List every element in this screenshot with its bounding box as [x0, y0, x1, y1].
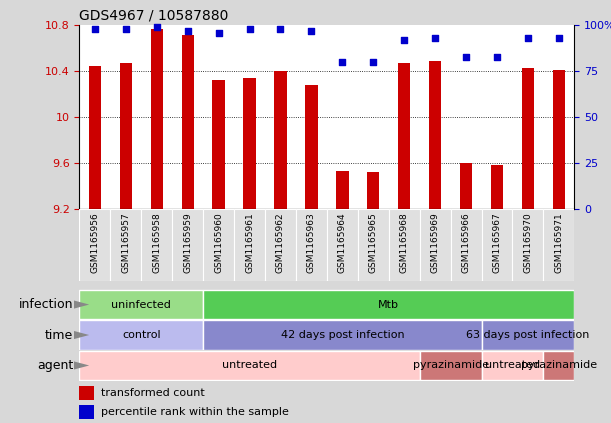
Bar	[150, 29, 163, 209]
Text: GSM1165971: GSM1165971	[554, 212, 563, 273]
Bar	[358, 209, 389, 281]
Bar	[481, 351, 543, 380]
Bar	[429, 61, 441, 209]
Bar	[296, 209, 327, 281]
Text: percentile rank within the sample: percentile rank within the sample	[101, 407, 289, 417]
Text: time: time	[45, 329, 73, 341]
Bar	[543, 351, 574, 380]
Bar	[274, 71, 287, 209]
Text: GSM1165969: GSM1165969	[431, 212, 440, 273]
Bar	[203, 290, 574, 319]
Text: GSM1165960: GSM1165960	[214, 212, 223, 273]
Text: untreated: untreated	[222, 360, 277, 371]
Text: GSM1165959: GSM1165959	[183, 212, 192, 273]
Bar	[79, 405, 94, 419]
Bar	[336, 171, 348, 209]
Bar	[111, 209, 141, 281]
Bar	[203, 209, 234, 281]
Text: GSM1165962: GSM1165962	[276, 212, 285, 273]
Bar	[367, 172, 379, 209]
Text: GSM1165968: GSM1165968	[400, 212, 409, 273]
Point	[554, 35, 564, 41]
Text: Mtb: Mtb	[378, 299, 399, 310]
Bar	[460, 163, 472, 209]
Text: GSM1165957: GSM1165957	[122, 212, 130, 273]
Text: GSM1165970: GSM1165970	[524, 212, 532, 273]
Bar	[522, 68, 534, 209]
Bar	[553, 70, 565, 209]
Bar	[79, 351, 420, 380]
Text: GDS4967 / 10587880: GDS4967 / 10587880	[79, 9, 229, 23]
Bar	[327, 209, 358, 281]
Bar	[79, 387, 94, 400]
Point	[214, 29, 224, 36]
Bar	[79, 290, 203, 319]
Text: GSM1165963: GSM1165963	[307, 212, 316, 273]
Point	[244, 26, 254, 33]
Bar	[265, 209, 296, 281]
Point	[368, 59, 378, 66]
Point	[430, 35, 440, 41]
Text: transformed count: transformed count	[101, 388, 205, 398]
Bar	[79, 320, 203, 350]
Point	[523, 35, 533, 41]
Bar	[491, 165, 503, 209]
Bar	[243, 78, 256, 209]
Bar	[543, 209, 574, 281]
Bar	[79, 209, 111, 281]
Bar	[481, 209, 513, 281]
Bar	[89, 66, 101, 209]
Text: agent: agent	[37, 359, 73, 372]
Text: pyrazinamide: pyrazinamide	[412, 360, 489, 371]
Text: pyrazinamide: pyrazinamide	[521, 360, 597, 371]
Point	[90, 26, 100, 33]
Text: 42 days post infection: 42 days post infection	[280, 330, 404, 340]
Bar	[420, 351, 481, 380]
Text: 63 days post infection: 63 days post infection	[466, 330, 590, 340]
Text: untreated: untreated	[485, 360, 540, 371]
Bar	[141, 209, 172, 281]
Bar	[306, 85, 318, 209]
Polygon shape	[74, 300, 89, 309]
Point	[276, 26, 285, 33]
Bar	[451, 209, 481, 281]
Bar	[203, 320, 481, 350]
Text: GSM1165964: GSM1165964	[338, 212, 347, 273]
Point	[492, 53, 502, 60]
Point	[337, 59, 347, 66]
Bar	[234, 209, 265, 281]
Text: control: control	[122, 330, 161, 340]
Point	[400, 37, 409, 44]
Point	[183, 27, 192, 34]
Bar	[213, 80, 225, 209]
Bar	[420, 209, 451, 281]
Text: uninfected: uninfected	[111, 299, 171, 310]
Bar	[172, 209, 203, 281]
Bar	[398, 63, 411, 209]
Text: GSM1165961: GSM1165961	[245, 212, 254, 273]
Point	[461, 53, 471, 60]
Text: GSM1165956: GSM1165956	[90, 212, 100, 273]
Point	[121, 26, 131, 33]
Point	[307, 27, 316, 34]
Bar	[481, 320, 574, 350]
Bar	[120, 63, 132, 209]
Text: GSM1165958: GSM1165958	[152, 212, 161, 273]
Bar	[181, 35, 194, 209]
Point	[152, 24, 162, 30]
Text: infection: infection	[19, 298, 73, 311]
Text: GSM1165966: GSM1165966	[461, 212, 470, 273]
Bar	[389, 209, 420, 281]
Bar	[513, 209, 543, 281]
Text: GSM1165967: GSM1165967	[492, 212, 502, 273]
Text: GSM1165965: GSM1165965	[369, 212, 378, 273]
Polygon shape	[74, 361, 89, 370]
Polygon shape	[74, 331, 89, 339]
